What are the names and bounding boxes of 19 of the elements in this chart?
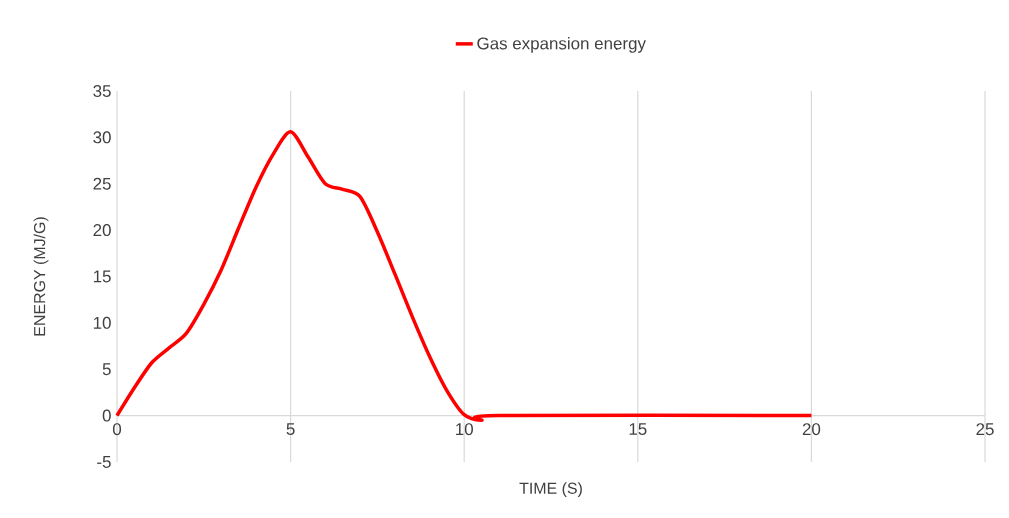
y-tick-label: 30 (93, 131, 111, 144)
x-tick-label: 25 (976, 423, 994, 436)
y-tick-label: 5 (102, 363, 111, 376)
y-tick-label: -5 (97, 456, 111, 468)
y-axis-title: ENERGY (MJ/G) (33, 217, 49, 336)
x-tick-label: 15 (629, 423, 647, 435)
x-tick-label: 5 (286, 423, 295, 435)
legend-label: Gas expansion energy (477, 36, 646, 53)
y-tick-label: 15 (93, 270, 111, 283)
x-tick-label: 20 (802, 423, 821, 436)
x-axis-title: TIME (S) (519, 482, 582, 498)
line-series (115, 130, 814, 422)
x-tick-label: 10 (456, 423, 473, 436)
y-tick-label: 35 (93, 84, 111, 97)
y-tick-label: 20 (93, 224, 111, 237)
y-tick-label: 25 (93, 177, 111, 190)
x-tick-label: 0 (112, 423, 122, 436)
y-tick-label: 0 (102, 409, 111, 422)
y-tick-label: 10 (93, 316, 111, 329)
